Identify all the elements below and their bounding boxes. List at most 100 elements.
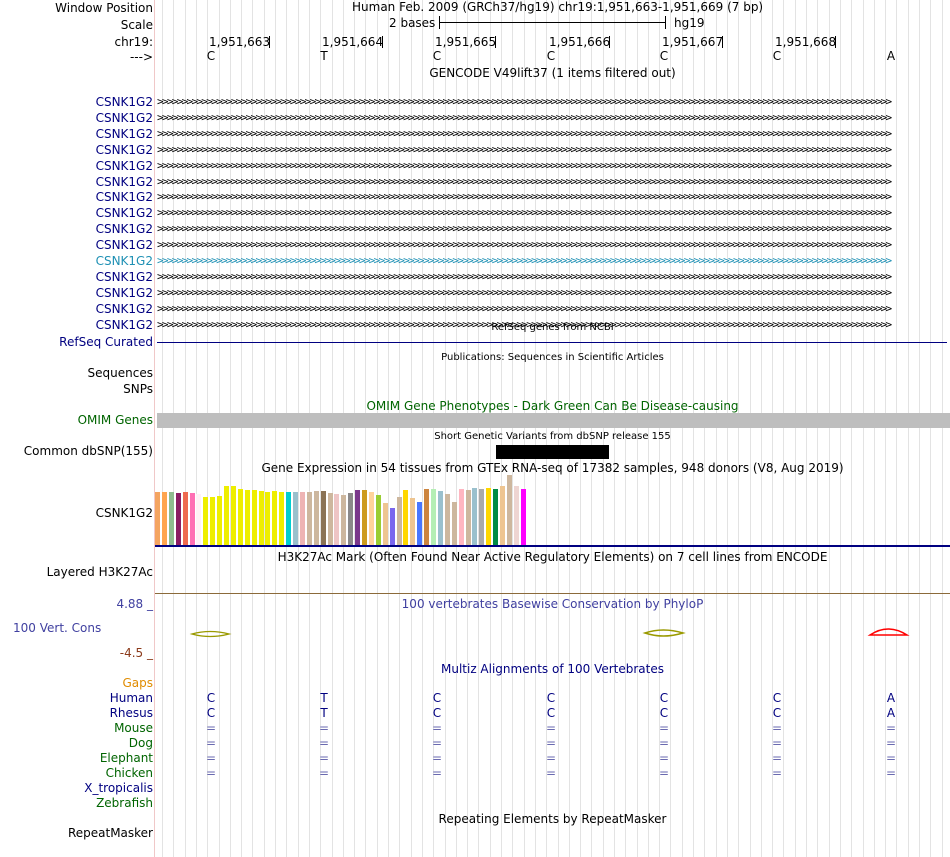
gtex-tissue-bar[interactable]	[506, 475, 512, 545]
gtex-tissue-bar[interactable]	[493, 489, 499, 545]
gtex-tissue-bar[interactable]	[168, 492, 174, 545]
gtex-tissue-bar[interactable]	[286, 492, 292, 545]
gtex-tissue-bar[interactable]	[175, 493, 181, 545]
gtex-tissue-bar[interactable]	[230, 486, 236, 545]
multiz-species-label[interactable]: Human	[109, 691, 153, 705]
gtex-tissue-bar[interactable]	[396, 497, 402, 545]
gencode-transcript-feature[interactable]: >>>>>>>>>>>>>>>>>>>>>>>>>>>>>>>>>>>>>>>>…	[157, 270, 892, 283]
gtex-tissue-bar[interactable]	[479, 489, 485, 545]
gencode-transcript-label[interactable]: CSNK1G2	[95, 127, 153, 141]
gtex-tissue-bar[interactable]	[196, 494, 202, 545]
multiz-species-label[interactable]: X_tropicalis	[84, 781, 153, 795]
gtex-tissue-bar[interactable]	[244, 490, 250, 545]
gtex-tissue-bar[interactable]	[472, 488, 478, 545]
gencode-transcript-label[interactable]: CSNK1G2	[95, 143, 153, 157]
gtex-tissue-bar[interactable]	[251, 490, 257, 545]
dbsnp-variant-block[interactable]	[496, 445, 609, 459]
gtex-tissue-bar[interactable]	[224, 486, 229, 545]
dbsnp-track-title[interactable]: Short Genetic Variants from dbSNP releas…	[434, 431, 671, 442]
publications-sequences-label[interactable]: Sequences	[87, 366, 153, 380]
phylop-track-label[interactable]: 100 Vert. Cons	[13, 621, 102, 635]
gencode-transcript-label[interactable]: CSNK1G2	[95, 206, 153, 220]
gtex-tissue-bar[interactable]	[237, 489, 243, 545]
gtex-tissue-bar[interactable]	[403, 490, 409, 545]
gencode-transcript-feature[interactable]: >>>>>>>>>>>>>>>>>>>>>>>>>>>>>>>>>>>>>>>>…	[157, 111, 892, 124]
gtex-tissue-bar[interactable]	[520, 489, 526, 545]
gtex-tissue-bar[interactable]	[327, 493, 333, 545]
gtex-tissue-bar[interactable]	[389, 508, 395, 545]
gtex-tissue-bar[interactable]	[417, 502, 423, 545]
multiz-species-label[interactable]: Dog	[128, 736, 153, 750]
gencode-transcript-label[interactable]: CSNK1G2	[95, 175, 153, 189]
multiz-track-title[interactable]: Multiz Alignments of 100 Vertebrates	[440, 662, 665, 676]
gtex-tissue-bar[interactable]	[444, 494, 450, 545]
gencode-transcript-label[interactable]: CSNK1G2	[95, 111, 153, 125]
gencode-transcript-feature[interactable]: >>>>>>>>>>>>>>>>>>>>>>>>>>>>>>>>>>>>>>>>…	[157, 318, 892, 331]
multiz-gaps-label[interactable]: Gaps	[122, 676, 153, 690]
gtex-tissue-bar[interactable]	[306, 492, 312, 545]
gtex-tissue-bar[interactable]	[189, 493, 195, 545]
gencode-transcript-label[interactable]: CSNK1G2	[95, 190, 153, 204]
gtex-tissue-bar[interactable]	[210, 497, 216, 545]
gtex-tissue-bar[interactable]	[299, 492, 305, 545]
gencode-transcript-label[interactable]: CSNK1G2	[95, 222, 153, 236]
gtex-tissue-bar[interactable]	[368, 492, 374, 545]
multiz-species-label[interactable]: Rhesus	[109, 706, 153, 720]
gencode-transcript-label[interactable]: CSNK1G2	[95, 254, 153, 268]
gtex-tissue-bar[interactable]	[258, 491, 264, 545]
dbsnp-track-label[interactable]: Common dbSNP(155)	[23, 444, 153, 458]
gencode-transcript-feature[interactable]: >>>>>>>>>>>>>>>>>>>>>>>>>>>>>>>>>>>>>>>>…	[157, 286, 892, 299]
gtex-tissue-bar[interactable]	[182, 492, 188, 545]
h3k27ac-track-label[interactable]: Layered H3K27Ac	[46, 565, 153, 579]
multiz-species-label[interactable]: Chicken	[105, 766, 153, 780]
gtex-tissue-bar[interactable]	[465, 490, 471, 545]
gtex-tissue-bar[interactable]	[155, 492, 160, 545]
gencode-transcript-label[interactable]: CSNK1G2	[95, 270, 153, 284]
phylop-score-glyphs[interactable]	[155, 620, 950, 650]
gtex-tissue-bar[interactable]	[500, 486, 505, 545]
multiz-species-label[interactable]: Elephant	[99, 751, 153, 765]
gencode-transcript-label[interactable]: CSNK1G2	[95, 238, 153, 252]
gtex-tissue-bar[interactable]	[217, 496, 223, 545]
omim-track-label[interactable]: OMIM Genes	[77, 413, 153, 427]
gencode-transcript-feature[interactable]: >>>>>>>>>>>>>>>>>>>>>>>>>>>>>>>>>>>>>>>>…	[157, 222, 892, 235]
gtex-tissue-bar[interactable]	[313, 491, 319, 545]
gencode-transcript-feature[interactable]: >>>>>>>>>>>>>>>>>>>>>>>>>>>>>>>>>>>>>>>>…	[157, 302, 892, 315]
gencode-transcript-feature[interactable]: >>>>>>>>>>>>>>>>>>>>>>>>>>>>>>>>>>>>>>>>…	[157, 190, 892, 203]
gtex-tissue-bar[interactable]	[486, 488, 492, 545]
gtex-tissue-bar[interactable]	[355, 490, 361, 545]
gtex-tissue-bar[interactable]	[265, 492, 271, 545]
gencode-transcript-label[interactable]: CSNK1G2	[95, 159, 153, 173]
refseq-track-label[interactable]: RefSeq Curated	[59, 335, 153, 349]
gencode-transcript-feature[interactable]: >>>>>>>>>>>>>>>>>>>>>>>>>>>>>>>>>>>>>>>>…	[157, 254, 892, 267]
gencode-transcript-feature[interactable]: >>>>>>>>>>>>>>>>>>>>>>>>>>>>>>>>>>>>>>>>…	[157, 159, 892, 172]
gtex-tissue-bar[interactable]	[279, 492, 285, 545]
gtex-tissue-bar[interactable]	[272, 491, 278, 545]
gtex-tissue-bar[interactable]	[341, 495, 347, 545]
gencode-transcript-label[interactable]: CSNK1G2	[95, 286, 153, 300]
gtex-tissue-bar[interactable]	[362, 490, 367, 545]
gtex-tissue-bar[interactable]	[513, 486, 519, 545]
multiz-species-label[interactable]: Zebrafish	[96, 796, 153, 810]
gtex-tissue-bar[interactable]	[424, 489, 430, 545]
gtex-tissue-bar[interactable]	[382, 503, 388, 545]
gtex-tissue-bar[interactable]	[410, 498, 416, 545]
gencode-transcript-label[interactable]: CSNK1G2	[95, 302, 153, 316]
h3k27ac-track-title[interactable]: H3K27Ac Mark (Often Found Near Active Re…	[277, 550, 828, 564]
gencode-transcript-feature[interactable]: >>>>>>>>>>>>>>>>>>>>>>>>>>>>>>>>>>>>>>>>…	[157, 206, 892, 219]
gencode-transcript-feature[interactable]: >>>>>>>>>>>>>>>>>>>>>>>>>>>>>>>>>>>>>>>>…	[157, 127, 892, 140]
gtex-track-label[interactable]: CSNK1G2	[95, 506, 153, 520]
gtex-tissue-bar[interactable]	[334, 494, 340, 545]
publications-snps-label[interactable]: SNPs	[123, 382, 153, 396]
gtex-tissue-bar[interactable]	[293, 492, 298, 545]
gtex-tissue-bar[interactable]	[437, 491, 443, 545]
repeatmasker-track-label[interactable]: RepeatMasker	[67, 826, 153, 840]
gencode-transcript-feature[interactable]: >>>>>>>>>>>>>>>>>>>>>>>>>>>>>>>>>>>>>>>>…	[157, 95, 892, 108]
multiz-species-label[interactable]: Mouse	[114, 721, 153, 735]
gtex-tissue-bar[interactable]	[320, 491, 326, 545]
phylop-track-title[interactable]: 100 vertebrates Basewise Conservation by…	[401, 597, 704, 611]
omim-track-title[interactable]: OMIM Gene Phenotypes - Dark Green Can Be…	[366, 399, 739, 413]
gtex-tissue-bar[interactable]	[451, 502, 457, 545]
gtex-tissue-bar[interactable]	[458, 489, 464, 545]
gencode-track-title[interactable]: GENCODE V49lift37 (1 items filtered out)	[429, 66, 676, 80]
